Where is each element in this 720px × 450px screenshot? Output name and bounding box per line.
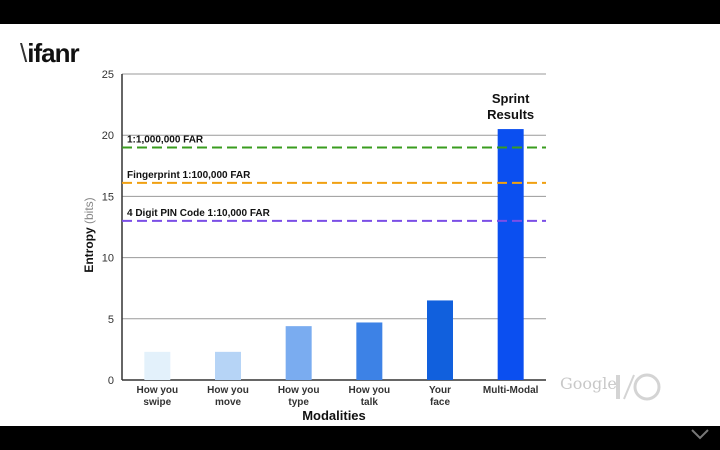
x-tick-label: How you: [348, 385, 390, 396]
chevron-logo-icon: [691, 429, 709, 440]
y-tick-label: 25: [102, 69, 114, 81]
x-tick-label: How you: [207, 385, 249, 396]
bar: [215, 351, 241, 380]
bar: [285, 326, 312, 380]
google-watermark: Google: [560, 374, 617, 393]
bar: [427, 300, 453, 380]
y-axis-title-main: Entropy: [82, 224, 96, 273]
x-axis-title: Modalities: [302, 408, 366, 423]
bar: [497, 129, 524, 380]
bar: [356, 322, 383, 380]
y-tick-label: 0: [108, 375, 114, 387]
x-tick-label: swipe: [143, 397, 171, 408]
y-axis-title-unit: (bits): [82, 197, 96, 224]
logo-text: ifanr: [27, 38, 79, 68]
annotation-label: Sprint: [492, 91, 530, 106]
y-tick-label: 15: [102, 191, 114, 203]
x-tick-label: type: [288, 397, 309, 408]
y-tick-label: 20: [102, 130, 114, 142]
grid: [121, 73, 546, 381]
reference-line-label: 4 Digit PIN Code 1:10,000 FAR: [127, 208, 271, 219]
x-tick-label: move: [215, 397, 242, 408]
annotation-label: Results: [487, 107, 534, 122]
bars: [144, 129, 524, 380]
reference-line-label: Fingerprint 1:100,000 FAR: [127, 170, 251, 181]
x-tick-label: How you: [278, 385, 320, 396]
letterbox-top: [0, 0, 720, 24]
y-tick-label: 10: [102, 253, 114, 265]
x-tick-label: face: [430, 397, 450, 408]
x-tick-label: Your: [429, 385, 451, 396]
reference-line-label: 1:1,000,000 FAR: [127, 134, 204, 145]
y-tick-label: 5: [108, 314, 114, 326]
x-tick-label: Multi-Modal: [483, 385, 539, 396]
ifanr-logo: \ifanr: [20, 38, 80, 68]
x-tick-label: talk: [361, 397, 379, 408]
reference-lines: [122, 146, 546, 222]
y-axis-title: Entropy (bits): [82, 197, 96, 272]
bar: [144, 351, 171, 380]
x-tick-label: How you: [136, 385, 178, 396]
google-io-icon: [616, 373, 661, 401]
letterbox-bottom: [0, 426, 720, 450]
